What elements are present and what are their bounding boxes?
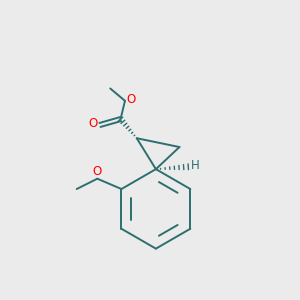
Text: O: O [127, 93, 136, 106]
Text: H: H [190, 159, 199, 172]
Text: O: O [93, 165, 102, 178]
Text: O: O [89, 117, 98, 130]
